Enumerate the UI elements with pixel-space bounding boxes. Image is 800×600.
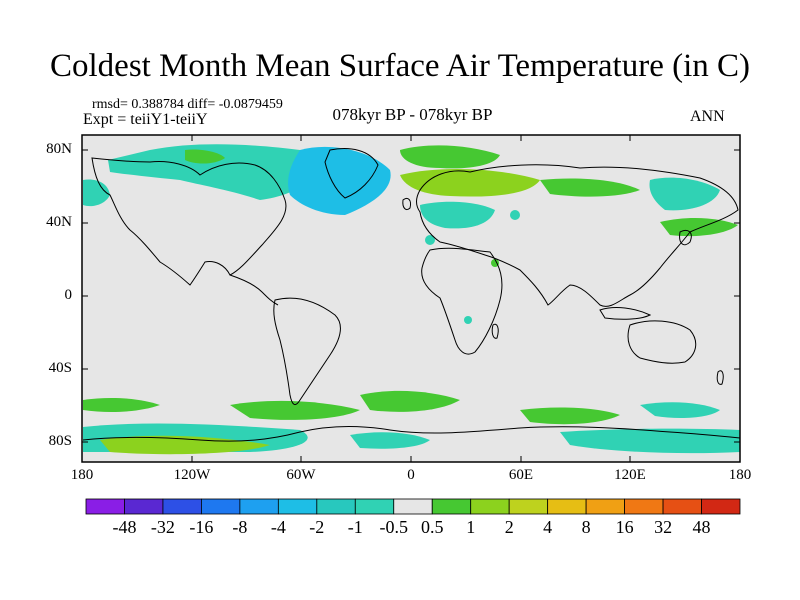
- y-tick-label: 0: [64, 287, 73, 303]
- southern-warm-patch-3: [360, 390, 460, 412]
- colorbar-swatch: [354, 498, 395, 515]
- colorbar-label: 1: [466, 517, 476, 537]
- chart-title: Coldest Month Mean Surface Air Temperatu…: [50, 48, 750, 84]
- madagascar-coastline: [491, 323, 499, 339]
- colorbar-swatch: [470, 498, 510, 515]
- britain-coastline: [402, 197, 411, 211]
- colorbar-swatch: [585, 498, 625, 515]
- season-label: ANN: [690, 108, 725, 125]
- colorbar-swatch: [508, 498, 549, 515]
- colorbar-label: 16: [615, 517, 634, 537]
- europe-cool-blob: [425, 235, 435, 245]
- colorbar-label: 48: [692, 517, 711, 537]
- siberia-warm-patch: [540, 178, 640, 197]
- colorbar-swatch: [85, 498, 125, 515]
- japan-coastline: [679, 229, 692, 246]
- southern-warm-patch-4: [520, 407, 620, 425]
- australia-coastline: [627, 320, 697, 364]
- period-label: 078kyr BP - 078kyr BP: [332, 105, 493, 124]
- antarctic-cool-patch-2: [350, 432, 430, 449]
- colorbar-swatch: [701, 498, 741, 515]
- eurasia-warm-patch: [400, 168, 540, 197]
- axis-ticks: [81, 135, 741, 462]
- southern-warm-patch-1: [83, 397, 160, 413]
- north-america-cool-patch: [108, 144, 330, 200]
- antarctic-warm-patch: [100, 435, 270, 455]
- x-tick-label: 120E: [614, 467, 646, 483]
- southern-warm-patch-2: [230, 400, 360, 420]
- x-tick-label: 120W: [173, 467, 211, 483]
- coastlines: [82, 148, 741, 442]
- colorbar-label: 0.5: [420, 517, 444, 537]
- y-tick-label: 80N: [46, 141, 72, 157]
- colorbar-label: 32: [654, 517, 673, 537]
- colorbar-label: -48: [112, 517, 137, 537]
- y-tick-label: 40N: [46, 214, 72, 230]
- southern-ocean-cool-patch: [640, 402, 720, 418]
- pacific-warm-patch: [660, 218, 738, 237]
- x-tick-label: 60E: [508, 467, 534, 483]
- colorbar-swatch: [393, 498, 433, 515]
- y-tick-label: 80S: [48, 433, 72, 449]
- indonesia-coastline: [599, 307, 652, 320]
- colorbar-swatch: [316, 498, 356, 515]
- antarctic-cool-patch-3: [560, 428, 740, 454]
- colorbar-swatch: [201, 498, 241, 515]
- x-tick-label: 180: [70, 467, 94, 483]
- warm-anomaly-patches: [83, 145, 738, 455]
- stats-text: rmsd= 0.388784 diff= -0.0879459: [92, 97, 283, 112]
- colorbar-label: -2: [309, 517, 325, 537]
- new-zealand-coastline: [716, 370, 724, 385]
- africa-warm-blob: [491, 259, 499, 267]
- greenland-cool-patch: [288, 146, 391, 215]
- colorbar-label: 8: [581, 517, 591, 537]
- south-america-coastline: [273, 297, 341, 406]
- x-tick-label: 0: [407, 467, 415, 483]
- colorbar-label: 4: [543, 517, 553, 537]
- y-tick-label: 40S: [48, 360, 72, 376]
- africa-coastline: [421, 247, 503, 355]
- colorbar-swatch: [624, 498, 664, 515]
- colorbar-label: -4: [270, 517, 286, 537]
- x-tick-label: 180: [728, 467, 752, 483]
- colorbar-swatch: [547, 498, 587, 515]
- colorbar: [85, 498, 741, 515]
- colorbar-swatch: [239, 498, 279, 515]
- colorbar-label: 2: [504, 517, 514, 537]
- small-anomaly-blobs: [425, 210, 520, 324]
- africa-cool-blob: [464, 316, 472, 324]
- central-america-coastline: [229, 274, 279, 306]
- colorbar-label: -8: [232, 517, 248, 537]
- hudson-warm-patch: [185, 149, 225, 164]
- colorbar-swatch: [277, 498, 318, 515]
- scandinavia-cool-patch: [420, 201, 495, 229]
- colorbar-label: -16: [189, 517, 214, 537]
- greenland-coastline: [324, 148, 379, 199]
- colorbar-label: -32: [150, 517, 175, 537]
- experiment-label: Expt = teiiY1-teiiY: [83, 111, 208, 128]
- asia-cool-blob: [510, 210, 520, 220]
- colorbar-swatch: [162, 498, 202, 515]
- east-asia-cool-patch: [649, 177, 720, 211]
- alaska-cool-patch: [83, 179, 110, 207]
- colorbar-label: -0.5: [379, 517, 409, 537]
- antarctica-coastline: [82, 426, 741, 442]
- colorbar-swatch: [662, 498, 702, 515]
- arctic-warm-patch: [400, 145, 500, 169]
- x-tick-label: 60W: [286, 467, 316, 483]
- colorbar-swatch: [431, 498, 472, 515]
- colorbar-swatch: [124, 498, 164, 515]
- colorbar-label: -1: [347, 517, 363, 537]
